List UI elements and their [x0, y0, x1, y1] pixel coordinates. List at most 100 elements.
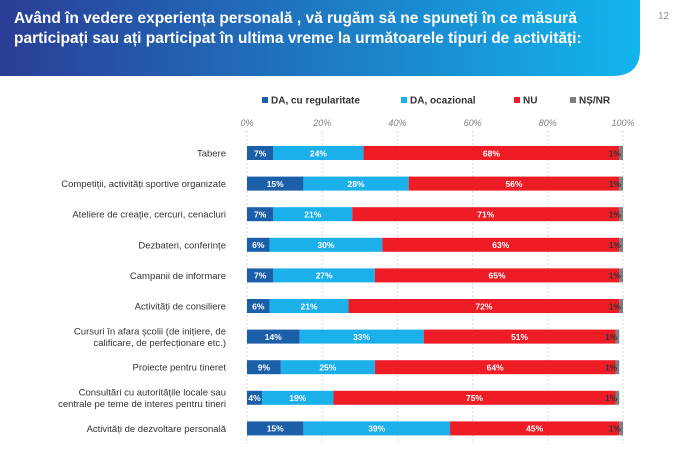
x-tick-label-3: 60% [464, 118, 482, 128]
page-title: Având în vedere experiența personală , v… [14, 10, 582, 47]
x-tick-label-2: 40% [388, 118, 406, 128]
bar-4-2 [269, 237, 383, 252]
category-label-9: Consultări cu autoritățile locale sau cen… [58, 388, 226, 411]
data-label-1-2: 24% [310, 148, 327, 158]
data-label-6-1: 6% [252, 301, 265, 311]
data-label-9-3: 75% [466, 393, 483, 403]
data-label-5-3: 65% [489, 271, 506, 281]
legend-4-swatch [570, 97, 576, 103]
data-label-7-4: 1% [605, 332, 618, 342]
data-label-6-2: 21% [301, 301, 318, 311]
bar-7-4 [615, 329, 620, 344]
bar-2-4 [619, 176, 623, 191]
x-tick-label-0: 0% [240, 118, 253, 128]
category-label-6: Activități de consiliere [135, 302, 226, 313]
category-label-2: Competiții, activități sportive organiza… [61, 179, 226, 190]
bar-6-1 [247, 299, 270, 313]
data-label-2-1: 15% [267, 179, 284, 189]
x-tick-label-1: 20% [312, 118, 331, 128]
bar-8-2 [280, 360, 375, 375]
bar-10-3 [450, 421, 620, 436]
bar-3-2 [273, 207, 353, 222]
data-label-2-3: 56% [505, 179, 522, 189]
bar-4-4 [619, 237, 623, 252]
bar-1-1 [247, 146, 274, 160]
legend-3-label: NU [523, 96, 537, 107]
data-label-6-3: 72% [475, 301, 492, 311]
data-label-4-3: 63% [492, 240, 509, 250]
data-label-1-4: 1% [609, 148, 622, 158]
bar-5-1 [247, 268, 274, 283]
bar-5-4 [619, 268, 623, 283]
data-label-10-3: 45% [526, 424, 543, 434]
bar-9-3 [333, 390, 616, 405]
bar-7-2 [299, 329, 424, 344]
bar-6-2 [269, 299, 349, 313]
data-label-1-1: 7% [254, 148, 267, 158]
data-label-2-4: 1% [609, 179, 622, 189]
bar-9-1 [247, 390, 263, 405]
data-label-9-1: 4% [248, 393, 261, 403]
category-label-10: Activități de dezvoltare personală [87, 424, 227, 435]
legend-3-swatch [514, 97, 520, 103]
category-label-4: Dezbateri, conferințe [138, 240, 226, 251]
data-label-2-2: 28% [348, 179, 365, 189]
bar-2-2 [303, 176, 409, 191]
data-label-5-1: 7% [254, 271, 267, 281]
data-label-8-2: 25% [319, 363, 336, 373]
data-label-3-2: 21% [304, 210, 321, 220]
bar-4-3 [382, 237, 620, 252]
data-label-4-4: 1% [609, 240, 622, 250]
bar-10-1 [247, 421, 304, 436]
data-label-4-2: 30% [317, 240, 334, 250]
legend-2-label: DA, ocazional [410, 96, 476, 107]
bar-9-2 [262, 390, 334, 405]
legend-1-swatch [262, 97, 268, 103]
bar-2-1 [247, 176, 304, 191]
bar-3-3 [352, 207, 620, 222]
bar-3-4 [619, 207, 623, 222]
bar-1-4 [619, 146, 623, 160]
data-label-10-4: 1% [609, 424, 622, 434]
bar-8-4 [615, 360, 620, 375]
legend-4-label: NȘ/NR [579, 96, 611, 107]
x-tick-label-5: 100% [611, 118, 634, 128]
data-label-6-4: 1% [609, 301, 622, 311]
title-banner [0, 0, 640, 76]
bar-6-3 [348, 299, 620, 313]
bar-8-3 [374, 360, 616, 375]
bar-3-1 [247, 207, 274, 222]
bar-10-2 [303, 421, 451, 436]
bar-1-2 [273, 146, 364, 160]
data-label-3-3: 71% [477, 210, 494, 220]
data-label-9-4: 1% [605, 393, 618, 403]
category-label-7: Cursuri în afara școlii (de inițiere, de… [74, 326, 226, 349]
data-label-3-4: 1% [609, 210, 622, 220]
bar-2-3 [408, 176, 620, 191]
data-label-1-3: 68% [483, 148, 500, 158]
legend-1-label: DA, cu regularitate [271, 96, 360, 107]
bar-1-3 [363, 146, 620, 160]
bar-5-3 [374, 268, 620, 283]
data-label-8-1: 9% [258, 363, 271, 373]
bar-5-2 [273, 268, 375, 283]
data-label-4-1: 6% [252, 240, 265, 250]
data-label-7-3: 51% [511, 332, 528, 342]
x-tick-label-4: 80% [539, 118, 557, 128]
data-label-7-1: 14% [265, 332, 282, 342]
bar-9-4 [615, 390, 620, 405]
data-label-10-1: 15% [267, 424, 284, 434]
bar-6-4 [619, 299, 623, 313]
bar-4-1 [247, 237, 270, 252]
category-label-8: Proiecte pentru tineret [133, 363, 227, 374]
data-label-10-2: 39% [368, 424, 385, 434]
category-label-3: Ateliere de creație, cercuri, cenacluri [72, 210, 226, 221]
category-label-5: Campanii de informare [130, 271, 226, 282]
data-label-3-1: 7% [254, 210, 267, 220]
bar-10-4 [619, 421, 623, 436]
data-label-9-2: 19% [289, 393, 306, 403]
category-label-1: Tabere [197, 149, 226, 160]
data-label-5-2: 27% [316, 271, 333, 281]
page-number: 12 [658, 11, 670, 22]
